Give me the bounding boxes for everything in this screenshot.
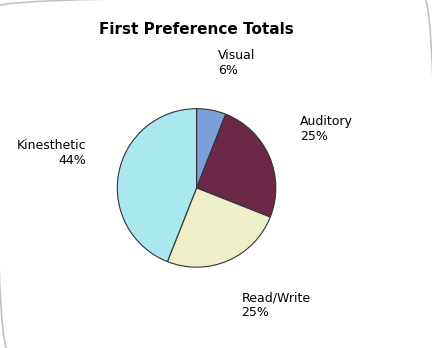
Wedge shape [197,109,226,188]
Text: Kinesthetic
44%: Kinesthetic 44% [16,139,86,167]
Wedge shape [118,109,197,262]
Text: Visual
6%: Visual 6% [218,49,255,77]
Wedge shape [167,188,270,267]
Wedge shape [197,114,276,217]
Text: Auditory
25%: Auditory 25% [300,115,353,143]
Text: Read/Write
25%: Read/Write 25% [241,291,310,319]
Title: First Preference Totals: First Preference Totals [99,22,294,37]
